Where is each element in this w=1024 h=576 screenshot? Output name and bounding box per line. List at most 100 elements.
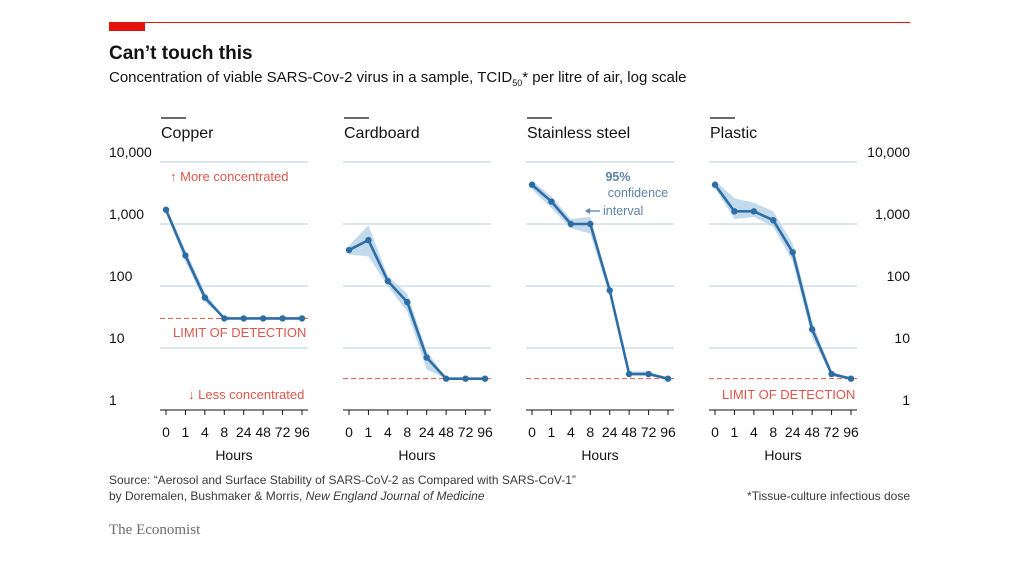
data-point: [201, 294, 209, 301]
x-tick-label: 48: [804, 424, 820, 440]
chart-title: Can’t touch this: [109, 43, 253, 64]
data-point: [240, 315, 247, 322]
data-point: [828, 370, 835, 378]
x-tick-label: 24: [785, 424, 801, 440]
x-tick-label: 8: [403, 424, 411, 440]
less-concentrated-label: ↓ Less concentrated: [188, 387, 304, 402]
x-tick-label: 48: [438, 424, 454, 440]
data-point: [731, 208, 738, 215]
ci-annotation-line3: interval: [603, 204, 643, 218]
subtitle-subscript: 50: [512, 78, 522, 88]
data-point: [770, 217, 777, 224]
y-tick-label-right: 10: [894, 330, 910, 346]
data-point: [847, 375, 855, 382]
x-tick-label: 72: [641, 424, 657, 440]
series-line: [531, 183, 669, 380]
x-axis-label: Hours: [215, 447, 252, 463]
panel-title-copper: Copper: [161, 125, 214, 142]
confidence-band: [349, 225, 485, 379]
data-point: [664, 375, 672, 382]
subtitle-main: Concentration of viable SARS-Cov-2 virus…: [109, 69, 512, 86]
y-tick-label-right: 1: [902, 392, 910, 408]
x-tick-label: 48: [621, 424, 637, 440]
x-tick-label: 4: [384, 424, 392, 440]
data-point: [750, 208, 758, 215]
ci-annotation-line2: confidence: [608, 186, 669, 200]
x-tick-label: 1: [182, 424, 190, 440]
x-axis-label: Hours: [398, 447, 435, 463]
x-tick-label: 1: [548, 424, 556, 440]
data-point: [462, 375, 469, 382]
x-tick-label: 72: [458, 424, 474, 440]
series-line: [164, 209, 302, 320]
x-tick-label: 96: [660, 424, 676, 440]
data-point: [481, 375, 489, 382]
panel-title-cardboard: Cardboard: [344, 125, 420, 142]
x-tick-label: 1: [365, 424, 373, 440]
y-tick-label-left: 10: [109, 330, 125, 346]
ci-annotation-line1: 95%: [605, 170, 630, 184]
source-line-2: by Doremalen, Bushmaker & Morris, New En…: [109, 489, 485, 503]
x-tick-label: 0: [528, 424, 536, 440]
series-line: [348, 238, 485, 380]
x-tick-label: 4: [567, 424, 575, 440]
x-tick-label: 8: [220, 424, 228, 440]
x-tick-label: 8: [586, 424, 594, 440]
confidence-band: [166, 206, 302, 319]
confidence-band: [715, 180, 851, 379]
source-line-1: Source: “Aerosol and Surface Stability o…: [109, 473, 576, 487]
data-point: [182, 252, 189, 259]
x-tick-label: 24: [236, 424, 252, 440]
x-tick-label: 4: [201, 424, 209, 440]
limit-of-detection-label: LIMIT OF DETECTION: [173, 325, 306, 340]
data-point: [279, 315, 286, 322]
x-tick-label: 8: [769, 424, 777, 440]
x-tick-label: 96: [294, 424, 310, 440]
x-tick-label: 0: [345, 424, 353, 440]
data-point: [789, 249, 796, 256]
x-tick-label: 96: [477, 424, 493, 440]
data-point: [645, 370, 652, 378]
series-line: [713, 183, 852, 380]
x-tick-label: 72: [275, 424, 291, 440]
data-point: [345, 246, 353, 254]
y-tick-label-left: 10,000: [109, 144, 152, 160]
source-authors: by Doremalen, Bushmaker & Morris,: [109, 489, 306, 503]
data-point: [162, 206, 170, 213]
ci-annotation-arrowhead: [585, 208, 590, 214]
data-point: [384, 277, 392, 285]
data-point: [567, 220, 575, 228]
y-tick-label-left: 1: [109, 392, 117, 408]
y-tick-label-right: 100: [887, 268, 911, 284]
data-point: [548, 198, 555, 205]
y-tick-label-right: 10,000: [867, 144, 910, 160]
data-point: [221, 315, 228, 322]
data-point: [404, 298, 411, 306]
source-journal: New England Journal of Medicine: [306, 489, 485, 503]
data-point: [587, 220, 594, 228]
x-tick-label: 48: [255, 424, 271, 440]
x-axis-label: Hours: [764, 447, 801, 463]
x-tick-label: 24: [602, 424, 618, 440]
x-axis-label: Hours: [581, 447, 618, 463]
data-point: [808, 326, 816, 333]
panel-title-plastic: Plastic: [710, 125, 757, 142]
x-tick-label: 72: [824, 424, 840, 440]
data-point: [365, 236, 372, 244]
x-tick-label: 0: [711, 424, 719, 440]
data-point: [606, 287, 613, 294]
data-point: [528, 181, 536, 188]
economist-logo: The Economist: [109, 522, 201, 538]
accent-bar: [109, 22, 145, 31]
x-tick-label: 1: [731, 424, 739, 440]
data-point: [442, 375, 450, 382]
y-tick-label-right: 1,000: [875, 206, 910, 222]
x-tick-label: 0: [162, 424, 170, 440]
more-concentrated-label: ↑ More concentrated: [170, 169, 289, 184]
limit-of-detection-label: LIMIT OF DETECTION: [722, 387, 855, 402]
data-point: [711, 181, 719, 188]
data-point: [259, 315, 267, 322]
confidence-band: [532, 180, 668, 379]
data-point: [298, 315, 306, 322]
